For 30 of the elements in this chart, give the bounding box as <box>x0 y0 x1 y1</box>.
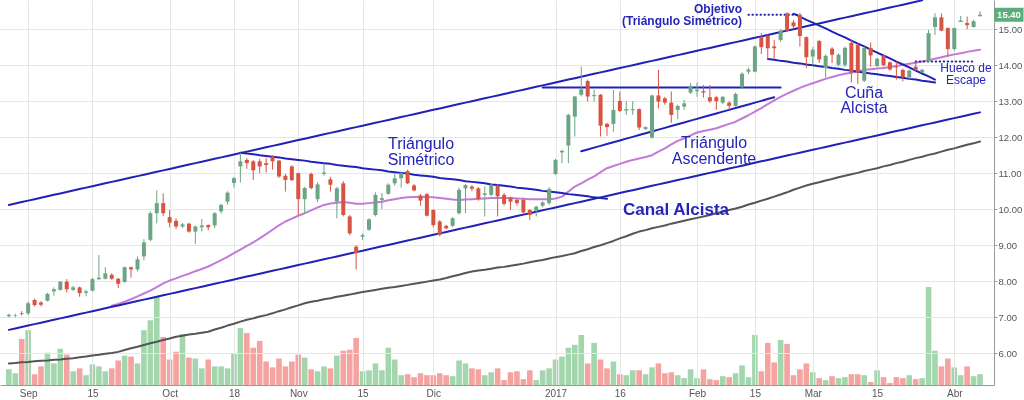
y-tick-label: 14.00 <box>998 59 1023 71</box>
x-tick-label: Dic <box>426 387 442 399</box>
annotation: Cuña Alcista <box>840 84 888 116</box>
x-tick-label: Feb <box>688 387 707 399</box>
annotation: Hueco de Escape <box>940 61 993 87</box>
y-tick-label: 6.00 <box>998 347 1017 359</box>
y-tick-label: 8.00 <box>998 275 1017 287</box>
y-tick-label: 11.00 <box>998 167 1022 179</box>
x-tick-label: 18 <box>228 387 241 399</box>
annotation: Triángulo Simétrico <box>387 135 455 168</box>
x-tick-label: Nov <box>289 387 308 399</box>
y-tick-label: 9.00 <box>998 239 1017 251</box>
x-tick-label: 15 <box>357 387 370 399</box>
annotation: Objetivo (Triángulo Simétrico) <box>621 2 742 28</box>
y-tick-label: 12.00 <box>998 131 1023 143</box>
x-tick-label: 15 <box>872 387 884 399</box>
annotation: Triángulo Ascendente <box>671 134 757 167</box>
annotation: Canal Alcista <box>622 200 730 219</box>
x-tick-label: Sep <box>19 387 38 399</box>
y-tick-label: 15.00 <box>998 23 1023 35</box>
y-tick-label: 7.00 <box>998 311 1017 323</box>
y-tick-label: 13.00 <box>998 95 1023 107</box>
x-tick-label: Mar <box>804 387 823 399</box>
x-tick-label: 15 <box>749 387 762 399</box>
y-tick-label: 10.00 <box>998 203 1023 215</box>
x-tick-label: Abr <box>946 387 964 399</box>
x-tick-label: 2017 <box>544 387 568 399</box>
x-tick-label: 16 <box>614 387 627 399</box>
x-tick-label: Oct <box>162 387 179 399</box>
x-tick-label: 15 <box>87 387 99 399</box>
